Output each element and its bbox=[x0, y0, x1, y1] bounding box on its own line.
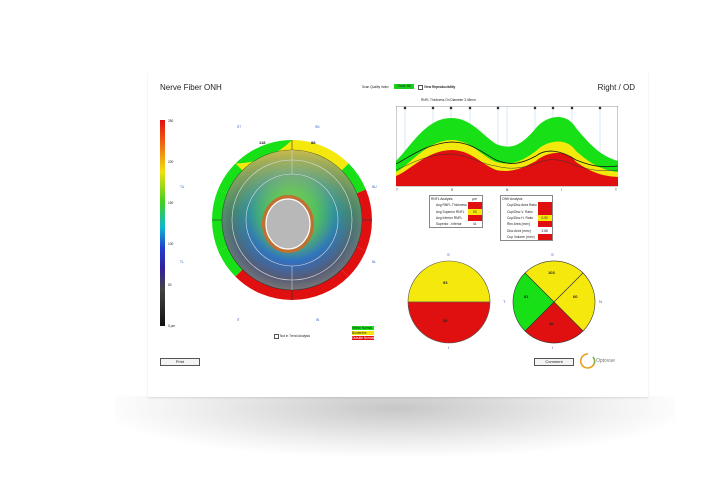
sector-label-in: IN bbox=[316, 318, 320, 322]
rnfl-row-label: Avg Inferior RNFL bbox=[436, 216, 463, 221]
scan-quality-badge: Good: 68 bbox=[394, 84, 414, 89]
onh-row-value: 2.66 bbox=[541, 228, 548, 233]
quad-pie-left-label: T bbox=[503, 299, 506, 304]
rnfl-row-label: Superior - Inferior bbox=[436, 222, 462, 227]
quad-pie-bottom-label: I bbox=[552, 345, 554, 350]
tsnit-patient-curve bbox=[396, 141, 618, 168]
quad-pie-chart bbox=[512, 260, 596, 344]
quad-nasal bbox=[553, 272, 596, 332]
eye-label: Right / OD bbox=[597, 83, 635, 92]
rnfl-table-unit: μm bbox=[472, 197, 478, 202]
onh-row-value bbox=[537, 233, 553, 241]
onh-row-label: Cup/Disc V. Ratio bbox=[507, 209, 533, 214]
colorbar-tick: 150 bbox=[168, 201, 174, 205]
colorbar-tick: 0 μm bbox=[168, 324, 176, 328]
sector-label-nl: NL bbox=[372, 260, 377, 264]
hemi-pie-bottom-label: I bbox=[448, 345, 450, 350]
onh-table-header: ONH Analysis bbox=[502, 197, 523, 202]
legend-borderline: Borderline bbox=[352, 331, 374, 335]
quad-inferior-value: 46 bbox=[549, 321, 554, 326]
onh-row-label: Cup/Disc H. Ratio bbox=[507, 216, 534, 221]
sector-label-nu: NU bbox=[372, 185, 377, 189]
tsnit-x-label: T bbox=[396, 188, 398, 192]
sector-label-st: ST bbox=[237, 125, 242, 129]
quad-temporal-value: 81 bbox=[524, 294, 529, 299]
view-reproducibility-label: View Reproducibility bbox=[424, 85, 456, 89]
onh-row-value bbox=[537, 208, 553, 215]
tsnit-title: RNFL Thickness On Diameter 3.45mm bbox=[421, 98, 476, 102]
quad-superior-value: 103 bbox=[548, 270, 555, 275]
hemi-inferior bbox=[407, 301, 491, 344]
rnfl-table-header: RNFL Analysis bbox=[431, 197, 453, 202]
quad-temporal bbox=[512, 272, 555, 332]
hemi-pie-top-label: S bbox=[447, 252, 450, 257]
quad-superior bbox=[524, 260, 584, 303]
report-title: Nerve Fiber ONH bbox=[160, 83, 222, 92]
sector-label-tl: TL bbox=[180, 260, 184, 264]
trend-analysis-label: Not in Trend Analysis bbox=[280, 334, 310, 338]
tsnit-x-label: N bbox=[506, 188, 509, 192]
colorbar-tick: 50 bbox=[168, 283, 172, 287]
screen-shadow bbox=[115, 396, 675, 456]
report-screen: Nerve Fiber ONH Scan Quality Index Good:… bbox=[148, 72, 648, 397]
rnfl-analysis-table: RNFL Analysis μm Avg RNFL Thickness Avg … bbox=[429, 195, 483, 229]
print-button[interactable]: Print bbox=[160, 358, 200, 366]
rnfl-row-value: 41 bbox=[472, 222, 477, 227]
sector-label-tu: TU bbox=[180, 185, 185, 189]
tsnit-outside-band bbox=[396, 150, 618, 186]
quad-pie-top-label: S bbox=[551, 252, 554, 257]
rnfl-row-value bbox=[467, 202, 483, 209]
brand-name: Optovue bbox=[596, 358, 615, 364]
scan-quality-label: Scan Quality Index bbox=[362, 85, 389, 89]
onh-analysis-table: ONH Analysis Cup/Disc Area Ratio Cup/Dis… bbox=[500, 195, 553, 242]
comment-button[interactable]: Comment bbox=[534, 358, 574, 366]
tsnit-x-label: I bbox=[561, 188, 562, 192]
optovue-logo-icon bbox=[580, 353, 596, 369]
quad-nasal-value: 60 bbox=[573, 294, 578, 299]
sector-value-st: 118 bbox=[259, 140, 266, 145]
hemi-pie-chart bbox=[407, 260, 491, 344]
legend-within-normal: Within Normal bbox=[352, 326, 374, 330]
tsnit-x-label: S bbox=[451, 188, 454, 192]
hemi-superior-value: 93 bbox=[443, 280, 448, 285]
colorbar-tick: 100 bbox=[168, 242, 174, 246]
rnfl-row-value: 93 bbox=[467, 208, 483, 215]
hemi-superior bbox=[407, 260, 491, 303]
hemi-inferior-value: 52 bbox=[443, 318, 448, 323]
sector-label-it: IT bbox=[237, 318, 240, 322]
onh-row-label: Disc Area (mm²) bbox=[507, 228, 531, 233]
rnfl-row-label: Avg Superior RNFL bbox=[436, 209, 465, 214]
trend-analysis-checkbox[interactable] bbox=[274, 334, 279, 339]
quad-inferior bbox=[524, 301, 584, 344]
optic-cup bbox=[265, 198, 311, 250]
colorbar-tick: 250 bbox=[168, 119, 174, 123]
onh-row-label: Cup/Disc Area Ratio bbox=[507, 203, 537, 208]
sector-value-sn: 88 bbox=[311, 140, 316, 145]
onh-row-value bbox=[537, 202, 553, 209]
quad-pie-right-label: N bbox=[599, 299, 602, 304]
onh-row-label: Rim Area (mm²) bbox=[507, 222, 531, 227]
sector-label-sn: SN bbox=[315, 125, 320, 129]
thickness-colorbar bbox=[160, 120, 165, 326]
rnfl-thickness-map bbox=[212, 139, 372, 301]
colorbar-tick: 200 bbox=[168, 160, 174, 164]
tsnit-graph bbox=[396, 106, 618, 187]
view-reproducibility-checkbox[interactable] bbox=[418, 85, 423, 90]
rnfl-row-value bbox=[467, 214, 483, 222]
legend-outside-normal: Outside Normal bbox=[352, 336, 375, 340]
onh-row-value bbox=[537, 221, 553, 228]
onh-row-label: Cup Volume (mm³) bbox=[507, 234, 535, 239]
onh-row-value: 0.92 bbox=[537, 214, 553, 222]
tsnit-x-label: T bbox=[615, 188, 617, 192]
rnfl-row-label: Avg RNFL Thickness bbox=[436, 203, 467, 208]
